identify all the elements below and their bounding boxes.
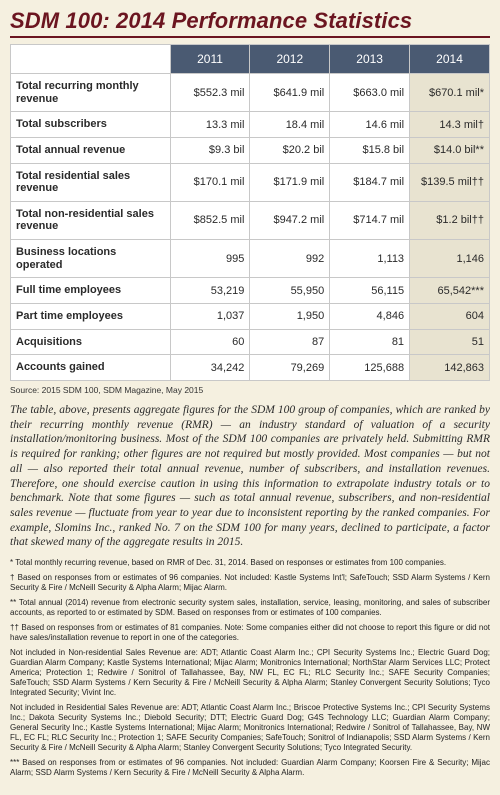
cell: 1,037 [170, 304, 250, 330]
cell: 60 [170, 329, 250, 355]
stats-table: 2011 2012 2013 2014 Total recurring mont… [10, 44, 490, 381]
cell: 604 [410, 304, 490, 330]
cell: 81 [330, 329, 410, 355]
footnote: Not included in Non-residential Sales Re… [10, 648, 490, 698]
footnote: ** Total annual (2014) revenue from elec… [10, 598, 490, 618]
cell: $552.3 mil [170, 74, 250, 112]
cell: $20.2 bil [250, 137, 330, 163]
row-label: Total annual revenue [11, 137, 171, 163]
row-label: Total non-residential sales revenue [11, 201, 171, 239]
row-label: Part time employees [11, 304, 171, 330]
table-header-blank [11, 45, 171, 74]
cell: $947.2 mil [250, 201, 330, 239]
cell: $14.0 bil** [410, 137, 490, 163]
cell: $670.1 mil* [410, 74, 490, 112]
col-2014: 2014 [410, 45, 490, 74]
cell: 142,863 [410, 355, 490, 381]
footnote: *** Based on responses from or estimates… [10, 758, 490, 778]
cell: 995 [170, 240, 250, 278]
table-row: Total subscribers13.3 mil18.4 mil14.6 mi… [11, 112, 490, 138]
cell: 1,146 [410, 240, 490, 278]
cell: 14.6 mil [330, 112, 410, 138]
cell: $15.8 bil [330, 137, 410, 163]
row-label: Business locations operated [11, 240, 171, 278]
cell: $714.7 mil [330, 201, 410, 239]
cell: 87 [250, 329, 330, 355]
cell: 56,115 [330, 278, 410, 304]
page-title-strong: SDM 100: [10, 8, 110, 33]
row-label: Total residential sales revenue [11, 163, 171, 201]
cell: 1,950 [250, 304, 330, 330]
table-header-row: 2011 2012 2013 2014 [11, 45, 490, 74]
cell: 79,269 [250, 355, 330, 381]
row-label: Total subscribers [11, 112, 171, 138]
cell: $139.5 mil†† [410, 163, 490, 201]
table-row: Total non-residential sales revenue$852.… [11, 201, 490, 239]
cell: 1,113 [330, 240, 410, 278]
row-label: Acquisitions [11, 329, 171, 355]
row-label: Accounts gained [11, 355, 171, 381]
footnote: * Total monthly recurring revenue, based… [10, 558, 490, 568]
cell: 55,950 [250, 278, 330, 304]
row-label: Total recurring monthly revenue [11, 74, 171, 112]
cell: $852.5 mil [170, 201, 250, 239]
cell: $663.0 mil [330, 74, 410, 112]
cell: 53,219 [170, 278, 250, 304]
table-row: Full time employees53,21955,95056,11565,… [11, 278, 490, 304]
table-row: Part time employees1,0371,9504,846604 [11, 304, 490, 330]
cell: 4,846 [330, 304, 410, 330]
cell: $171.9 mil [250, 163, 330, 201]
row-label: Full time employees [11, 278, 171, 304]
col-2012: 2012 [250, 45, 330, 74]
title-block: SDM 100: 2014 Performance Statistics [10, 8, 490, 38]
source-line: Source: 2015 SDM 100, SDM Magazine, May … [10, 385, 490, 395]
cell: $1.2 bil†† [410, 201, 490, 239]
cell: $641.9 mil [250, 74, 330, 112]
table-row: Total recurring monthly revenue$552.3 mi… [11, 74, 490, 112]
page-title-light: 2014 Performance Statistics [110, 8, 412, 33]
table-row: Accounts gained34,24279,269125,688142,86… [11, 355, 490, 381]
cell: 125,688 [330, 355, 410, 381]
explanatory-paragraph: The table, above, presents aggregate fig… [10, 403, 490, 550]
table-row: Acquisitions60878151 [11, 329, 490, 355]
cell: 14.3 mil† [410, 112, 490, 138]
table-row: Business locations operated9959921,1131,… [11, 240, 490, 278]
table-row: Total residential sales revenue$170.1 mi… [11, 163, 490, 201]
footnote: Not included in Residential Sales Revenu… [10, 703, 490, 753]
cell: $9.3 bil [170, 137, 250, 163]
cell: 65,542*** [410, 278, 490, 304]
title-rule [10, 36, 490, 38]
cell: 34,242 [170, 355, 250, 381]
footnotes: * Total monthly recurring revenue, based… [10, 558, 490, 778]
page: SDM 100: 2014 Performance Statistics 201… [0, 0, 500, 795]
cell: 51 [410, 329, 490, 355]
col-2011: 2011 [170, 45, 250, 74]
cell: 13.3 mil [170, 112, 250, 138]
col-2013: 2013 [330, 45, 410, 74]
footnote: †† Based on responses from or estimates … [10, 623, 490, 643]
cell: 18.4 mil [250, 112, 330, 138]
cell: 992 [250, 240, 330, 278]
cell: $170.1 mil [170, 163, 250, 201]
table-row: Total annual revenue$9.3 bil$20.2 bil$15… [11, 137, 490, 163]
footnote: † Based on responses from or estimates o… [10, 573, 490, 593]
cell: $184.7 mil [330, 163, 410, 201]
